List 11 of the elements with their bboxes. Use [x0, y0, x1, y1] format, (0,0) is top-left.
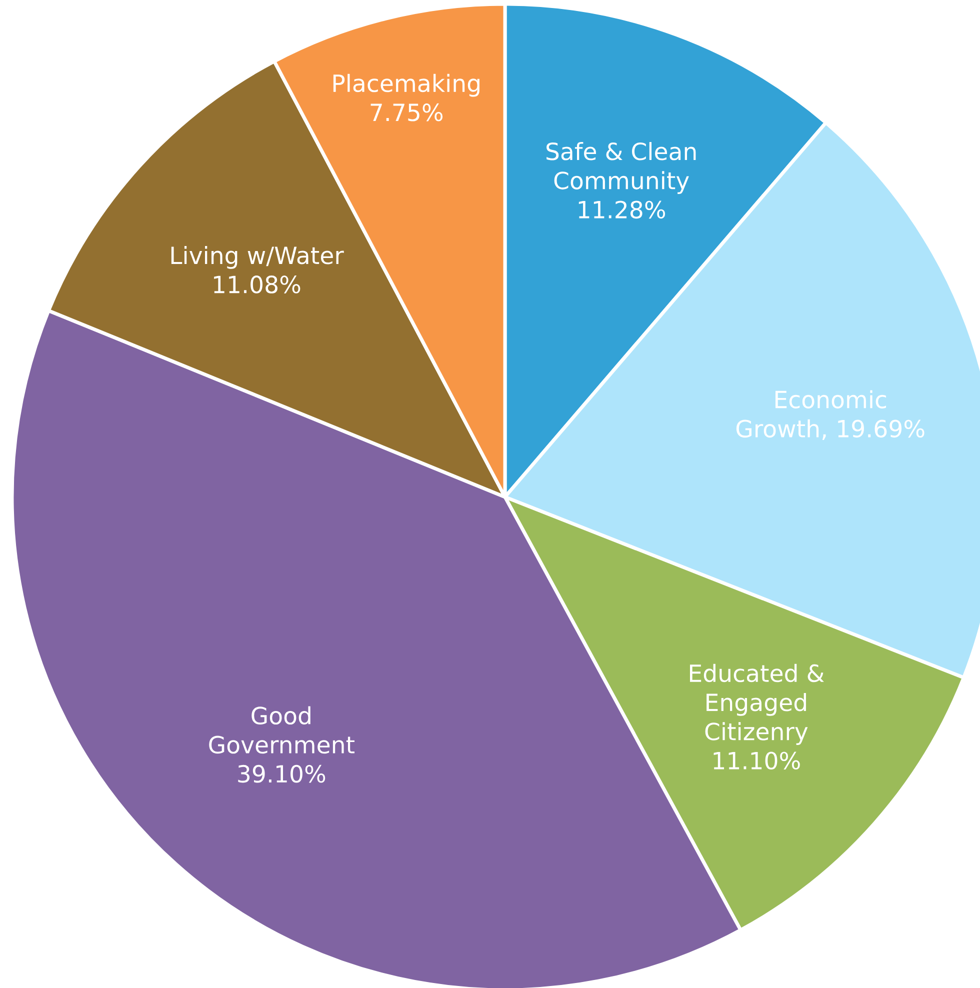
data-label: 11.28% — [578, 200, 666, 219]
data-label: 11.10% — [714, 752, 800, 770]
data-label: 7.75% — [370, 103, 443, 122]
slice-label: Educated & Engaged Citizenry — [690, 664, 824, 746]
slice-label: Good Government — [209, 706, 354, 754]
slice-label: Placemaking — [333, 74, 480, 97]
slice-label: Living w/Water — [171, 246, 344, 269]
slice-label: Safe & Clean Community — [546, 142, 696, 194]
data-label: 11.08% — [214, 276, 300, 294]
data-label: 39.10% — [238, 764, 326, 783]
slice-label: Economic Growth, 19.69% — [736, 390, 924, 440]
